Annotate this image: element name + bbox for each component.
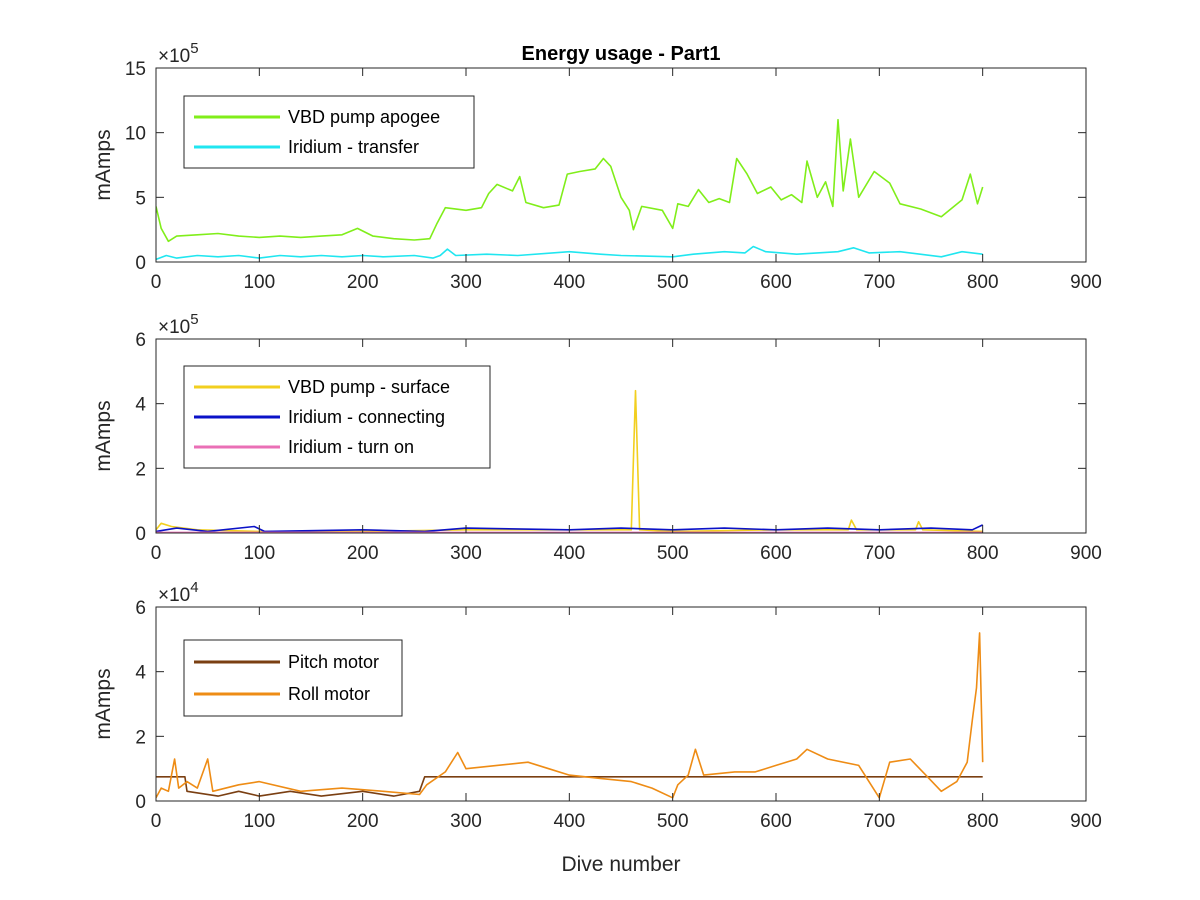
- chart-panel-1: 0 100 200 300 400 500 600 700 800 900051015×105mA…: [92, 40, 1102, 293]
- y-tick-label: 4: [135, 395, 146, 416]
- legend-box: [183, 639, 403, 717]
- y-tick-label: 2: [135, 459, 146, 480]
- y-exponent-label: ×104: [158, 579, 199, 606]
- x-tick-label: 100: [243, 272, 275, 293]
- x-tick-label: 800: [967, 811, 999, 832]
- x-tick-label: 600: [760, 272, 792, 293]
- legend-entry: Iridium - transfer: [288, 137, 419, 157]
- y-tick-label: 2: [135, 727, 146, 748]
- x-tick-label: 100: [243, 811, 275, 832]
- series-line-vbd-pump-surface: [156, 389, 983, 533]
- y-tick-label: 15: [125, 59, 146, 80]
- chart-title: Energy usage - Part1: [522, 43, 721, 65]
- y-axis-label: mAmps: [92, 668, 115, 739]
- x-tick-label: 900: [1070, 272, 1102, 293]
- x-tick-label: 200: [347, 543, 379, 564]
- x-tick-label: 700: [863, 543, 895, 564]
- x-tick-label: 300: [450, 272, 482, 293]
- series-line-vbd-pump-apogee: [156, 118, 984, 243]
- y-tick-label: 0: [135, 792, 146, 813]
- x-tick-label: 400: [553, 272, 585, 293]
- x-tick-label: 800: [967, 272, 999, 293]
- y-exponent-label: ×105: [158, 311, 199, 338]
- x-tick-label: 500: [657, 272, 689, 293]
- series-line-pitch-motor: [156, 776, 983, 797]
- axes-box: [155, 338, 1087, 534]
- legend: VBD pump - surface Iridium - connecting Ir…: [183, 365, 491, 469]
- y-multiplier: ×10: [158, 46, 190, 67]
- y-tick-label: 6: [135, 330, 146, 351]
- legend: VBD pump apogee Iridium - transfer: [183, 95, 475, 169]
- axes-box: [155, 67, 1087, 263]
- x-tick-label: 700: [863, 272, 895, 293]
- y-exponent: 5: [190, 40, 198, 57]
- y-exponent: 5: [190, 311, 198, 328]
- y-tick-label: 0: [135, 524, 146, 545]
- y-exponent-label: ×105: [158, 40, 199, 67]
- y-axis-label: mAmps: [92, 129, 115, 200]
- chart-panel-2: 0 100 200 300 400 500 600 700 800 900 0 2 4 6 ×105 mAmp…: [92, 311, 1102, 564]
- y-multiplier: ×10: [158, 317, 190, 338]
- legend-entry: Pitch motor: [288, 652, 379, 672]
- series-line-iridium-connecting: [156, 524, 984, 533]
- x-tick-label: 600: [760, 811, 792, 832]
- x-tick-label: 500: [657, 811, 689, 832]
- legend: Pitch motor Roll motor: [183, 639, 403, 717]
- y-tick-label: 10: [125, 124, 146, 145]
- x-axis-label: Dive number: [561, 853, 680, 876]
- x-tick-label: 900: [1070, 811, 1102, 832]
- y-tick-label: 5: [135, 188, 146, 209]
- y-multiplier: ×10: [158, 585, 190, 606]
- series-line-roll-motor: [156, 632, 984, 799]
- legend-entry: VBD pump apogee: [288, 107, 440, 127]
- y-tick-label: 6: [135, 598, 146, 619]
- x-tick-label: 0: [151, 543, 162, 564]
- x-tick-label: 300: [450, 811, 482, 832]
- x-tick-label: 500: [657, 543, 689, 564]
- y-axis-label: mAmps: [92, 400, 115, 471]
- y-tick-label: 4: [135, 663, 146, 684]
- x-tick-label: 200: [347, 811, 379, 832]
- x-tick-label: 0: [151, 811, 162, 832]
- x-tick-label: 400: [553, 543, 585, 564]
- x-tick-label: 300: [450, 543, 482, 564]
- legend-entry: Iridium - connecting: [288, 407, 445, 427]
- x-tick-label: 0: [151, 272, 162, 293]
- y-exponent: 4: [190, 579, 198, 596]
- x-tick-label: 400: [553, 811, 585, 832]
- legend-entry: VBD pump - surface: [288, 377, 450, 397]
- x-tick-label: 200: [347, 272, 379, 293]
- legend-entry: Iridium - turn on: [288, 437, 414, 457]
- x-tick-label: 700: [863, 811, 895, 832]
- x-tick-label: 600: [760, 543, 792, 564]
- chart-panel-3: 0 100 200 300 400 500 600 700 800 9000246×104mAmp…: [92, 579, 1102, 876]
- x-tick-label: 900: [1070, 543, 1102, 564]
- x-tick-label: 800: [967, 543, 999, 564]
- legend-entry: Roll motor: [288, 684, 370, 704]
- legend-box: [183, 95, 475, 169]
- y-tick-label: 0: [135, 253, 146, 274]
- axes-box: [155, 606, 1087, 802]
- x-tick-label: 100: [243, 543, 275, 564]
